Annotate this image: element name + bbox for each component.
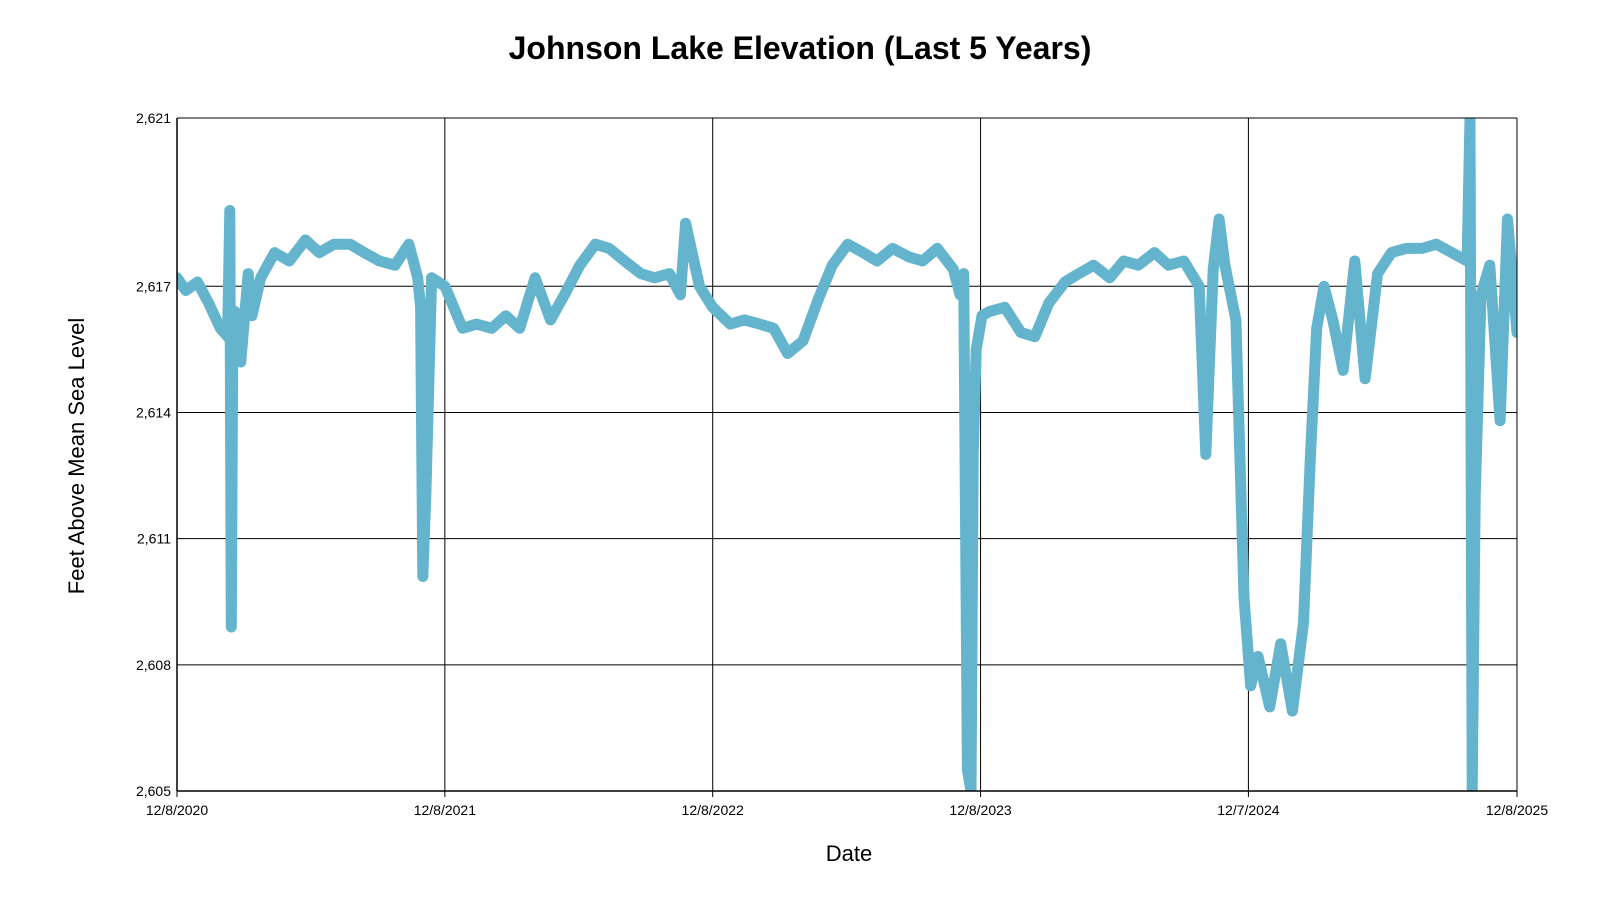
x-tick-label: 12/8/2021 [414, 802, 476, 818]
y-tick-label: 2,614 [136, 404, 171, 420]
axes [176, 117, 1518, 792]
chart-title: Johnson Lake Elevation (Last 5 Years) [508, 30, 1092, 66]
y-tick-label: 2,605 [136, 783, 171, 799]
x-axis-title: Date [826, 841, 872, 866]
x-tick-label: 12/8/2023 [949, 802, 1011, 818]
series-line [177, 118, 1517, 791]
x-tick-label: 12/8/2025 [1486, 802, 1548, 818]
y-axis-title: Feet Above Mean Sea Level [64, 318, 89, 594]
x-tick-label: 12/7/2024 [1217, 802, 1279, 818]
y-tick-label: 2,617 [136, 278, 171, 294]
x-tick-label: 12/8/2022 [682, 802, 744, 818]
series-layer [177, 118, 1517, 791]
y-tick-label: 2,611 [137, 531, 171, 547]
x-tick-label: 12/8/2020 [146, 802, 208, 818]
y-tick-label: 2,608 [136, 657, 171, 673]
tick-labels: 2,605 2,608 2,611 2,614 2,617 2,621 12/8/2020 1… [136, 110, 1548, 818]
y-tick-label: 2,621 [136, 110, 171, 126]
gridlines [176, 117, 1518, 797]
